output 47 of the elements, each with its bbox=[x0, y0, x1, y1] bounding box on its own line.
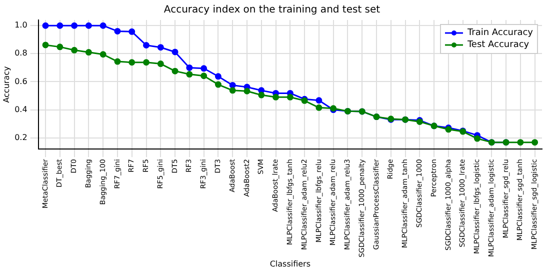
point bbox=[258, 92, 265, 98]
point bbox=[172, 68, 178, 74]
point bbox=[186, 71, 193, 78]
point bbox=[71, 46, 78, 54]
point bbox=[56, 44, 64, 50]
point bbox=[272, 94, 280, 100]
y-tick-label: 0.8 bbox=[14, 48, 28, 58]
point bbox=[56, 22, 64, 29]
point bbox=[229, 82, 236, 88]
point bbox=[143, 42, 150, 48]
point bbox=[200, 72, 208, 80]
point bbox=[128, 28, 136, 35]
point bbox=[157, 60, 164, 68]
point bbox=[172, 48, 178, 56]
y-tick-label: 1.0 bbox=[14, 20, 28, 30]
x-axis-title: Classifiers bbox=[270, 259, 311, 268]
point bbox=[316, 97, 322, 104]
legend-label: Test Accuracy bbox=[467, 39, 530, 51]
point bbox=[214, 73, 222, 80]
point bbox=[532, 139, 538, 146]
point bbox=[286, 94, 294, 100]
point bbox=[71, 22, 78, 29]
y-tick-label: 0.4 bbox=[14, 104, 28, 114]
y-axis-title: Accuracy bbox=[2, 66, 11, 103]
point bbox=[128, 59, 136, 66]
y-tick-label: 0.6 bbox=[14, 76, 28, 86]
point bbox=[517, 139, 524, 146]
point bbox=[143, 59, 150, 66]
point bbox=[42, 22, 49, 29]
point bbox=[229, 87, 236, 94]
point bbox=[100, 51, 106, 58]
point bbox=[316, 104, 322, 111]
point bbox=[85, 22, 92, 29]
point bbox=[42, 42, 49, 48]
point bbox=[85, 49, 92, 56]
chart-title: Accuracy index on the training and test set bbox=[164, 4, 380, 16]
y-tick-label: 0.2 bbox=[14, 132, 28, 142]
point bbox=[157, 44, 164, 51]
point bbox=[114, 58, 121, 65]
point bbox=[100, 22, 106, 29]
point bbox=[200, 65, 208, 72]
legend-label: Train Accuracy bbox=[467, 27, 533, 39]
point bbox=[114, 28, 121, 34]
point bbox=[474, 135, 480, 142]
point bbox=[244, 88, 250, 94]
point bbox=[214, 81, 222, 88]
point bbox=[186, 64, 193, 71]
